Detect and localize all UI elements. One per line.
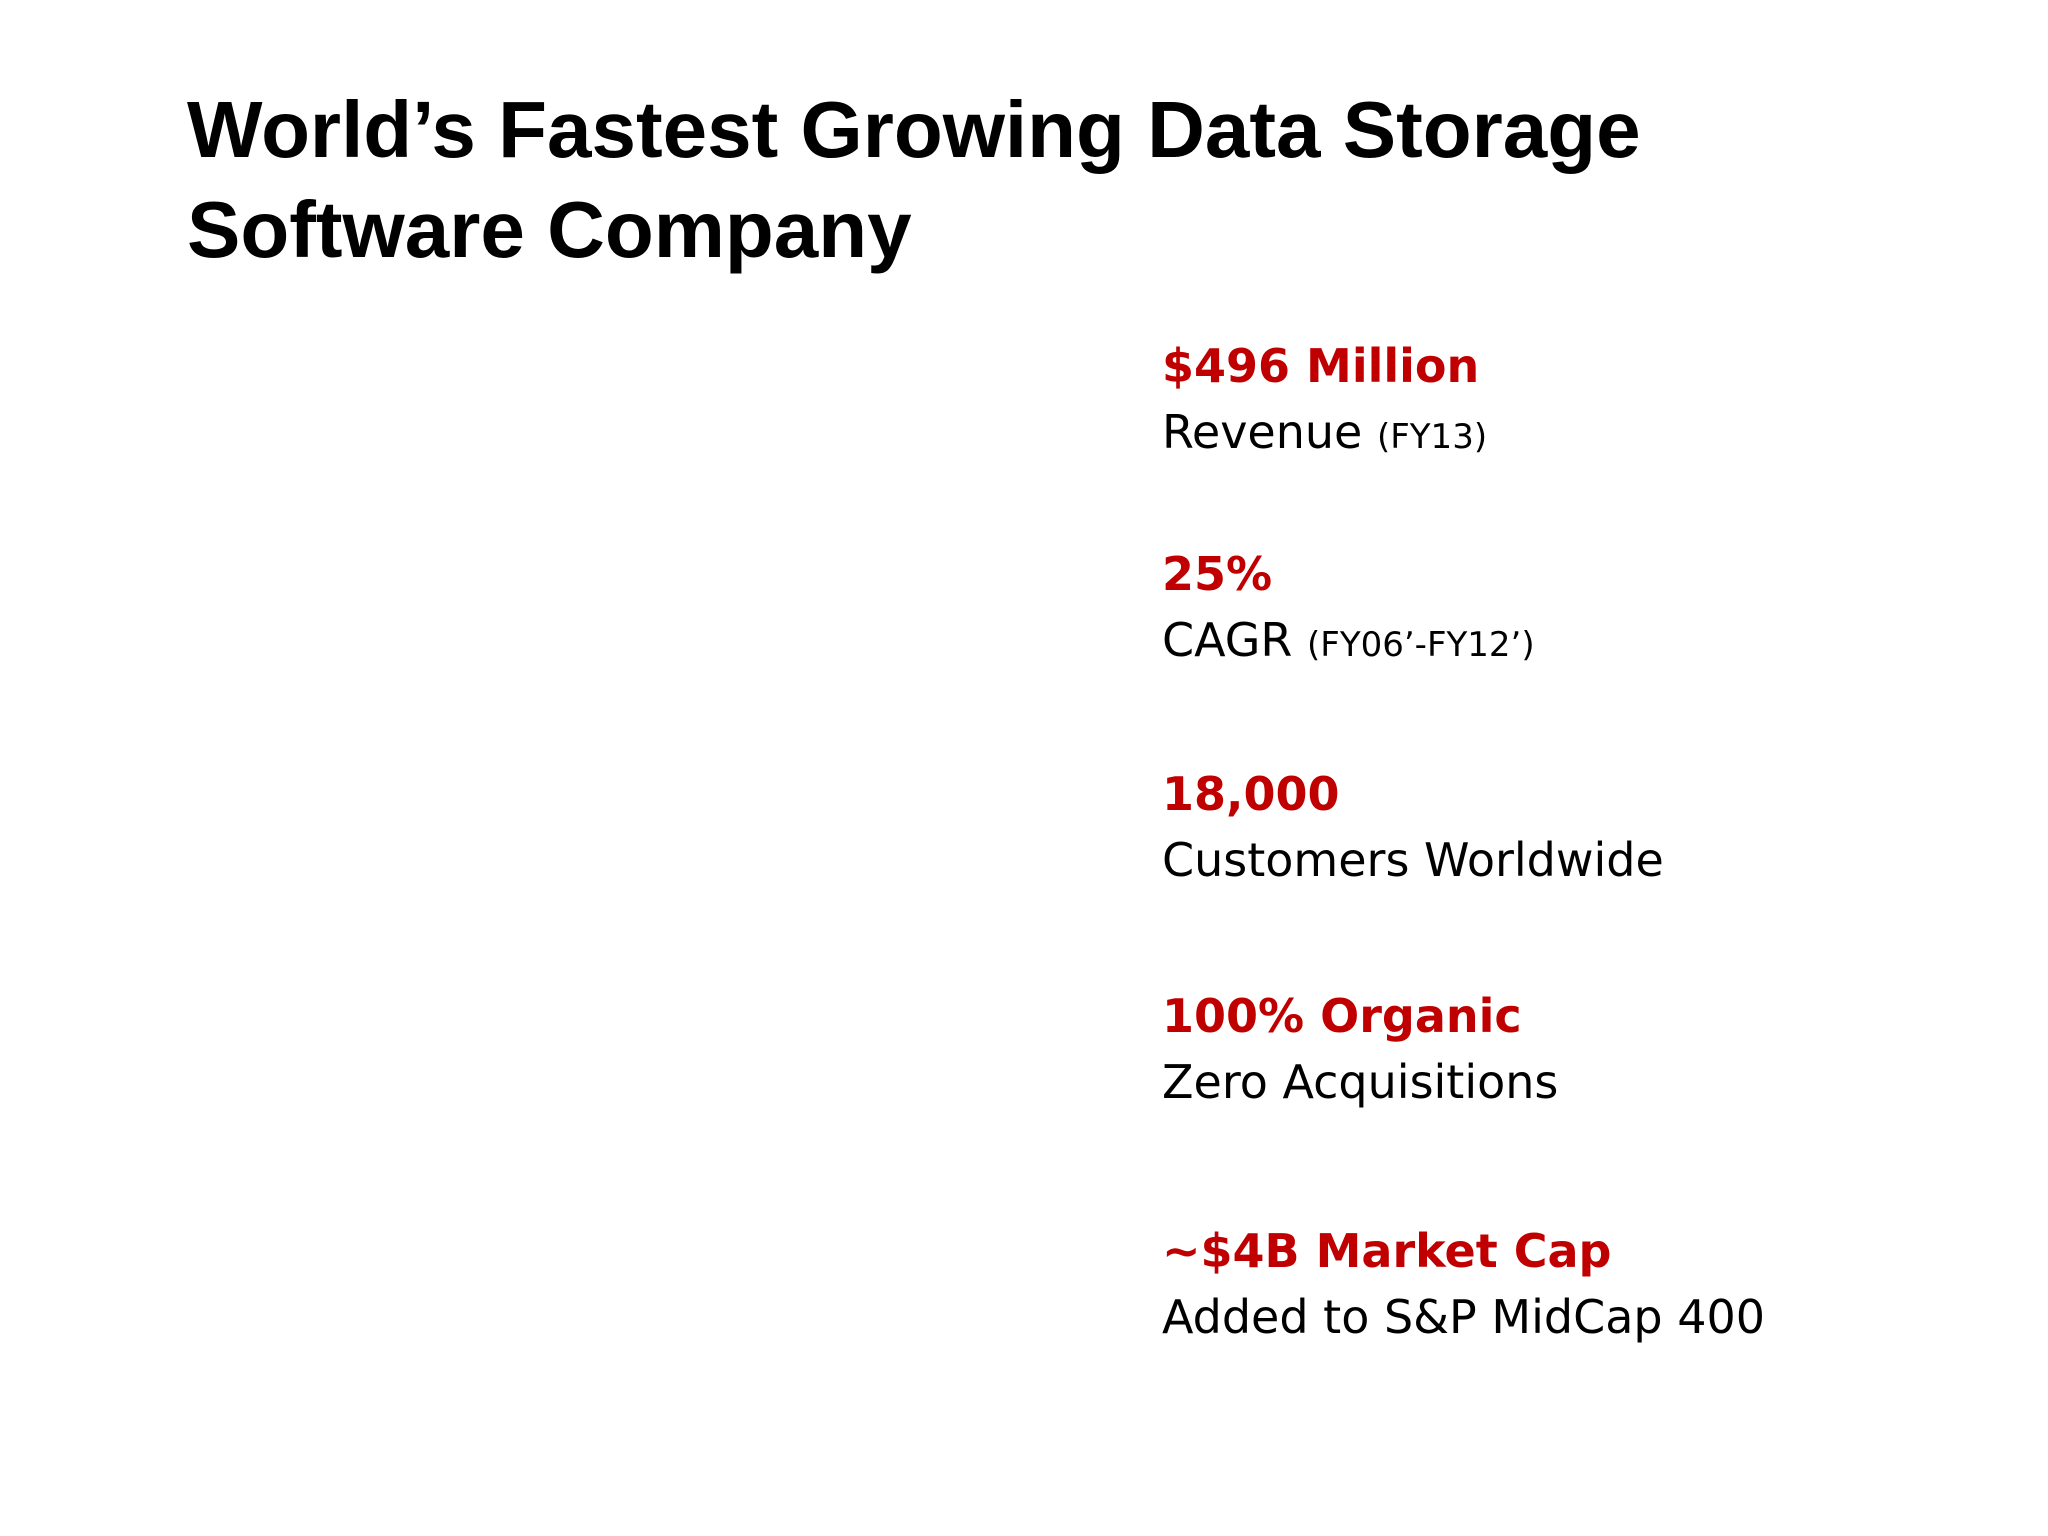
stat-cagr: 25% CAGR (FY06’-FY12’) — [1162, 543, 2022, 680]
stat-value: 100% Organic — [1162, 989, 1522, 1043]
stat-caption: Customers Worldwide — [1162, 833, 1664, 887]
stat-organic: 100% Organic Zero Acquisitions — [1162, 985, 2022, 1117]
stat-market-cap: ~$4B Market Cap Added to S&P MidCap 400 — [1162, 1220, 2022, 1352]
stats-list: $496 Million Revenue (FY13) 25% CAGR (FY… — [1162, 0, 2022, 1536]
stat-value: 25% — [1162, 547, 1273, 601]
stat-note: (FY13) — [1376, 417, 1488, 457]
stat-value: ~$4B Market Cap — [1162, 1224, 1612, 1278]
stat-caption: Added to S&P MidCap 400 — [1162, 1290, 1766, 1344]
stat-customers: 18,000 Customers Worldwide — [1162, 763, 2022, 895]
stat-caption-text: Revenue — [1162, 405, 1363, 459]
stat-caption-text: CAGR — [1162, 613, 1293, 667]
stat-caption: Zero Acquisitions — [1162, 1055, 1559, 1109]
slide-title-line-1: World’s Fastest Growing Data Storage — [187, 85, 1641, 174]
stat-caption: Revenue (FY13) — [1162, 397, 2022, 472]
stat-note: (FY06’-FY12’) — [1307, 625, 1535, 665]
stat-revenue: $496 Million Revenue (FY13) — [1162, 335, 2022, 472]
slide-title: World’s Fastest Growing Data Storage Sof… — [187, 80, 1887, 280]
stat-value: 18,000 — [1162, 767, 1340, 821]
stat-caption: CAGR (FY06’-FY12’) — [1162, 605, 2022, 680]
stat-value: $496 Million — [1162, 339, 1480, 393]
slide-title-line-2: Software Company — [187, 185, 912, 274]
